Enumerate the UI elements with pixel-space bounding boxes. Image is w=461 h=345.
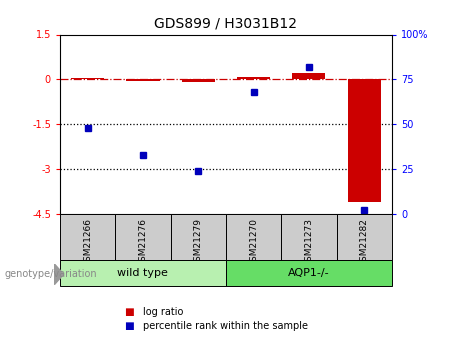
Bar bbox=[292, 73, 325, 79]
Bar bbox=[226, 260, 392, 286]
Text: ■: ■ bbox=[124, 307, 134, 317]
Bar bbox=[60, 260, 226, 286]
Bar bbox=[226, 214, 281, 260]
Text: wild type: wild type bbox=[118, 268, 168, 278]
Text: GSM21276: GSM21276 bbox=[138, 218, 148, 267]
Text: genotype/variation: genotype/variation bbox=[5, 269, 97, 279]
Bar bbox=[237, 77, 270, 79]
Title: GDS899 / H3031B12: GDS899 / H3031B12 bbox=[154, 17, 297, 31]
Bar bbox=[337, 214, 392, 260]
Bar bbox=[126, 79, 160, 81]
Text: percentile rank within the sample: percentile rank within the sample bbox=[143, 321, 308, 331]
Bar bbox=[281, 214, 337, 260]
Text: log ratio: log ratio bbox=[143, 307, 183, 317]
Text: GSM21279: GSM21279 bbox=[194, 218, 203, 267]
Polygon shape bbox=[54, 264, 64, 285]
Text: GSM21270: GSM21270 bbox=[249, 218, 258, 267]
Bar bbox=[171, 214, 226, 260]
Text: ■: ■ bbox=[124, 321, 134, 331]
Text: GSM21266: GSM21266 bbox=[83, 218, 92, 267]
Bar bbox=[60, 214, 115, 260]
Bar bbox=[348, 79, 381, 202]
Text: AQP1-/-: AQP1-/- bbox=[288, 268, 330, 278]
Bar bbox=[182, 79, 215, 82]
Bar bbox=[71, 78, 104, 79]
Text: GSM21282: GSM21282 bbox=[360, 218, 369, 266]
Bar bbox=[115, 214, 171, 260]
Text: GSM21273: GSM21273 bbox=[304, 218, 313, 267]
